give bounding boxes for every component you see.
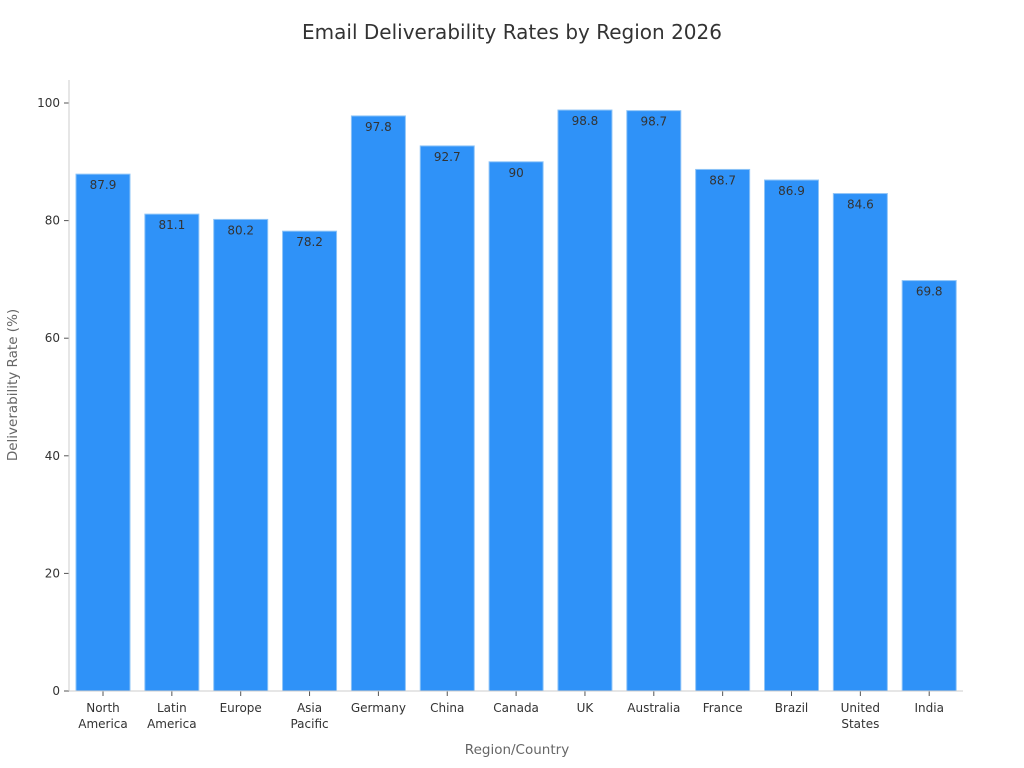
data-label: 84.6: [847, 198, 874, 212]
x-axis-label: Region/Country: [464, 742, 570, 758]
data-label: 98.7: [640, 115, 667, 129]
y-tick-label: 20: [45, 566, 60, 580]
data-labels: 87.9 81.1 80.2 78.2 97.8 92.7 90 98.8 98.7 88.7 86…: [90, 114, 943, 299]
x-tick-label: United: [841, 701, 880, 715]
bar: [282, 230, 338, 692]
x-tick-label: Australia: [627, 701, 680, 715]
bar: [832, 193, 888, 692]
x-tick-label: States: [841, 717, 879, 731]
x-axis-ticks: North America Latin America Europe Asia Pacifi…: [78, 691, 944, 731]
bars: [75, 109, 957, 692]
x-tick-label: India: [914, 701, 943, 715]
data-label: 80.2: [227, 223, 254, 237]
y-tick-label: 0: [52, 684, 60, 698]
bar: [213, 218, 269, 692]
bar: [901, 280, 957, 692]
data-label: 92.7: [434, 150, 461, 164]
x-tick-label: Canada: [493, 701, 539, 715]
bar: [75, 173, 131, 692]
bar: [144, 213, 200, 692]
x-tick-label: Europe: [220, 701, 262, 715]
bar: [350, 115, 406, 692]
data-label: 87.9: [90, 178, 117, 192]
y-tick-label: 80: [45, 214, 60, 228]
data-label: 97.8: [365, 120, 392, 134]
bar: [626, 110, 682, 692]
x-tick-label: UK: [577, 701, 595, 715]
x-tick-label: Asia: [297, 701, 322, 715]
x-tick-label: America: [147, 717, 197, 731]
x-tick-label: Germany: [351, 701, 406, 715]
data-label: 86.9: [778, 184, 805, 198]
data-label: 78.2: [296, 235, 323, 249]
y-tick-label: 60: [45, 331, 60, 345]
y-tick-label: 100: [37, 96, 60, 110]
bar: [764, 179, 819, 692]
data-label: 69.8: [916, 285, 943, 299]
data-label: 81.1: [158, 218, 185, 232]
x-tick-label: North: [86, 701, 120, 715]
bar: [419, 145, 475, 692]
x-tick-label: America: [78, 717, 128, 731]
x-tick-label: China: [430, 701, 464, 715]
bar: [488, 161, 544, 692]
x-tick-label: Brazil: [775, 701, 809, 715]
data-label: 90: [508, 166, 523, 180]
data-label: 88.7: [709, 173, 736, 187]
x-tick-label: France: [703, 701, 743, 715]
data-label: 98.8: [572, 114, 599, 128]
y-tick-label: 40: [45, 449, 60, 463]
x-tick-label: Latin: [157, 701, 187, 715]
bar: [695, 168, 751, 692]
y-axis-ticks: 0 20 40 60 80 100: [37, 96, 69, 698]
bar: [557, 109, 613, 692]
chart-title: Email Deliverability Rates by Region 202…: [302, 20, 722, 44]
x-tick-label: Pacific: [290, 717, 328, 731]
